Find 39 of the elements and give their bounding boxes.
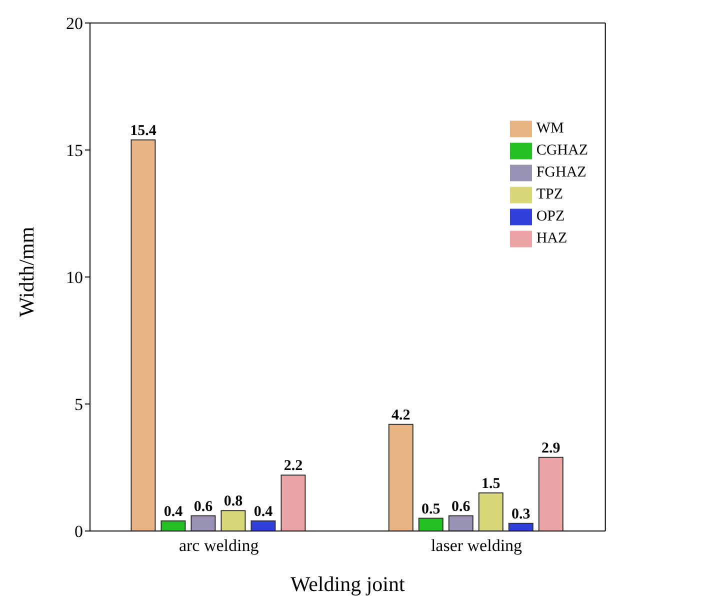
data-label: 0.4: [164, 504, 184, 520]
y-tick-label: 0: [74, 522, 83, 542]
y-axis-title: Width/mm: [14, 226, 38, 317]
bar: [190, 515, 216, 531]
data-label: 2.9: [542, 440, 560, 456]
data-label: 2.2: [284, 458, 303, 474]
data-label: 0.8: [224, 494, 243, 510]
y-tick-label: 15: [66, 141, 83, 160]
bar: [478, 492, 504, 531]
legend-label: OPZ: [536, 208, 565, 224]
data-label: 0.6: [452, 498, 471, 515]
bar: [508, 522, 534, 531]
x-tick-label: laser welding: [430, 536, 523, 556]
y-tick-label: 20: [66, 14, 83, 34]
y-tick-label: 5: [74, 395, 83, 414]
x-tick-label: arc welding: [178, 536, 260, 556]
bar: [448, 515, 474, 531]
bar: [220, 510, 246, 531]
legend-label: HAZ: [536, 230, 568, 246]
bar: [130, 139, 156, 531]
data-label: 15.4: [130, 122, 157, 139]
y-tick-label: 10: [66, 268, 83, 288]
data-label: 1.5: [482, 476, 500, 492]
data-label: 0.6: [194, 498, 214, 515]
legend-label: FGHAZ: [536, 164, 586, 180]
bar: [418, 518, 444, 531]
legend-label: CGHAZ: [536, 142, 588, 158]
x-axis-title: Welding joint: [290, 572, 406, 596]
data-label: 4.2: [392, 407, 410, 424]
data-label: 0.4: [254, 504, 274, 520]
data-label: 0.5: [422, 501, 440, 518]
data-label: 0.3: [512, 506, 530, 522]
bar: [388, 424, 414, 531]
legend-label: TPZ: [536, 186, 563, 202]
legend-label: WM: [536, 120, 564, 136]
bar: [538, 456, 564, 531]
bar: [250, 520, 276, 531]
bar: [280, 474, 306, 531]
bar: [160, 520, 186, 531]
